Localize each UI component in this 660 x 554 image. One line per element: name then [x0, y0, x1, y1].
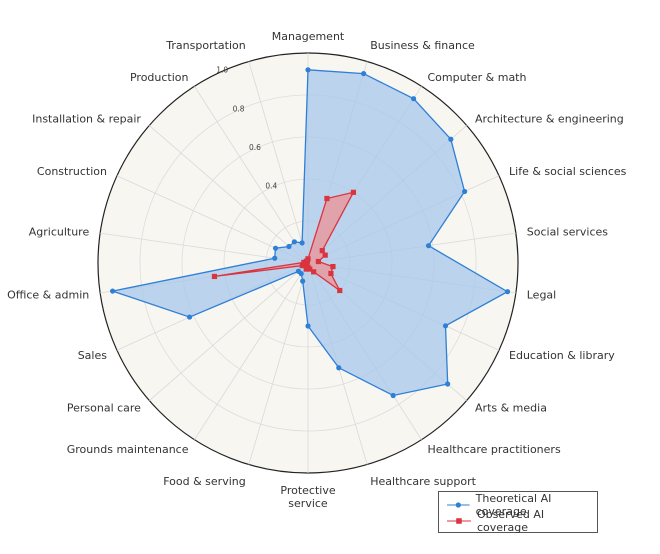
grid-spoke-14 — [149, 262, 309, 401]
radial-tick-labels: 0.4 0.6 0.8 1.0 — [216, 66, 277, 191]
theoretical-point-15 — [186, 314, 193, 320]
radial-tick-2: 0.8 — [233, 104, 245, 113]
category-label-7: Education & library — [509, 349, 615, 362]
theoretical-point-11 — [305, 323, 311, 329]
category-label-8: Arts & media — [475, 402, 547, 415]
theoretical-point-4 — [462, 188, 468, 195]
observed-point-8 — [337, 287, 343, 294]
observed-point-3 — [319, 248, 325, 254]
observed-point-21 — [304, 258, 311, 264]
observed-point-4 — [322, 252, 328, 258]
grid-spoke-21 — [248, 61, 309, 264]
theoretical-point-2 — [410, 96, 417, 102]
category-label-12: Food & serving — [163, 475, 246, 488]
legend: Theoretical AI coverage Observed AI cove… — [438, 491, 598, 534]
series-layer — [110, 67, 511, 399]
category-label-20: Production — [130, 71, 189, 84]
category-label-1: Business & finance — [370, 39, 475, 52]
category-label-18: Construction — [37, 165, 107, 178]
theoretical-point-19 — [286, 243, 292, 250]
observed-point-15 — [299, 263, 305, 269]
theoretical-point-20 — [291, 239, 297, 245]
category-label-10: Healthcare support — [370, 475, 476, 488]
theoretical-point-5 — [425, 243, 432, 249]
category-label-16: Office & admin — [7, 288, 89, 301]
category-label-15: Sales — [78, 349, 108, 362]
observed-point-9 — [311, 269, 317, 275]
observed-point-5 — [315, 258, 321, 265]
theoretical-point-9 — [390, 392, 396, 399]
grid-spoke-19 — [149, 125, 309, 264]
theoretical-point-10 — [336, 365, 342, 371]
category-label-0: Management — [272, 30, 345, 43]
category-label-3: Architecture & engineering — [475, 112, 624, 125]
category-label-6: Legal — [527, 288, 556, 301]
legend-marker-theoretical — [447, 502, 470, 508]
observed-point-12 — [303, 266, 309, 272]
category-label-9: Healthcare practitioners — [427, 443, 560, 456]
observed-point-2 — [350, 189, 357, 195]
category-label-4: Life & social sciences — [509, 165, 627, 178]
theoretical-point-0 — [305, 67, 311, 73]
category-labels: Management Business & finance Computer & m… — [7, 30, 627, 510]
category-label-13: Grounds maintenance — [67, 443, 189, 456]
grid-spoke-12 — [248, 262, 309, 465]
category-label-5: Social services — [527, 226, 609, 239]
observed-point-16 — [211, 273, 218, 280]
grid-spoke-13 — [194, 262, 309, 440]
theoretical-point-12 — [300, 278, 306, 284]
radial-tick-3: 1.0 — [216, 66, 228, 75]
theoretical-point-8 — [445, 381, 451, 387]
radial-tick-1: 0.6 — [249, 143, 261, 152]
observed-point-7 — [328, 270, 334, 277]
legend-item-observed: Observed AI coverage — [447, 508, 589, 534]
theoretical-point-7 — [442, 323, 449, 329]
theoretical-point-16 — [110, 288, 116, 294]
radial-tick-0: 0.4 — [265, 182, 277, 191]
category-label-14: Personal care — [67, 402, 141, 415]
category-label-17: Agriculture — [29, 226, 90, 239]
observed-point-1 — [324, 195, 330, 202]
theoretical-point-6 — [504, 289, 511, 295]
category-label-19: Installation & repair — [32, 112, 141, 125]
theoretical-point-1 — [361, 70, 367, 77]
legend-marker-observed — [447, 518, 471, 524]
theoretical-point-14 — [295, 268, 302, 274]
legend-item-theoretical: Theoretical AI coverage — [447, 492, 589, 518]
category-label-21: Transportation — [165, 39, 245, 52]
theoretical-point-17 — [272, 255, 278, 261]
observed-point-6 — [330, 263, 336, 270]
theoretical-point-21 — [299, 240, 305, 246]
grid-spoke-20 — [194, 86, 309, 264]
theoretical-point-3 — [448, 136, 454, 142]
category-label-2: Computer & math — [427, 71, 526, 84]
category-label-11: Protective service — [280, 484, 335, 510]
theoretical-point-18 — [272, 245, 279, 251]
legend-label-theoretical: Theoretical AI coverage — [475, 492, 552, 518]
legend-label-observed: Observed AI coverage — [476, 508, 545, 534]
